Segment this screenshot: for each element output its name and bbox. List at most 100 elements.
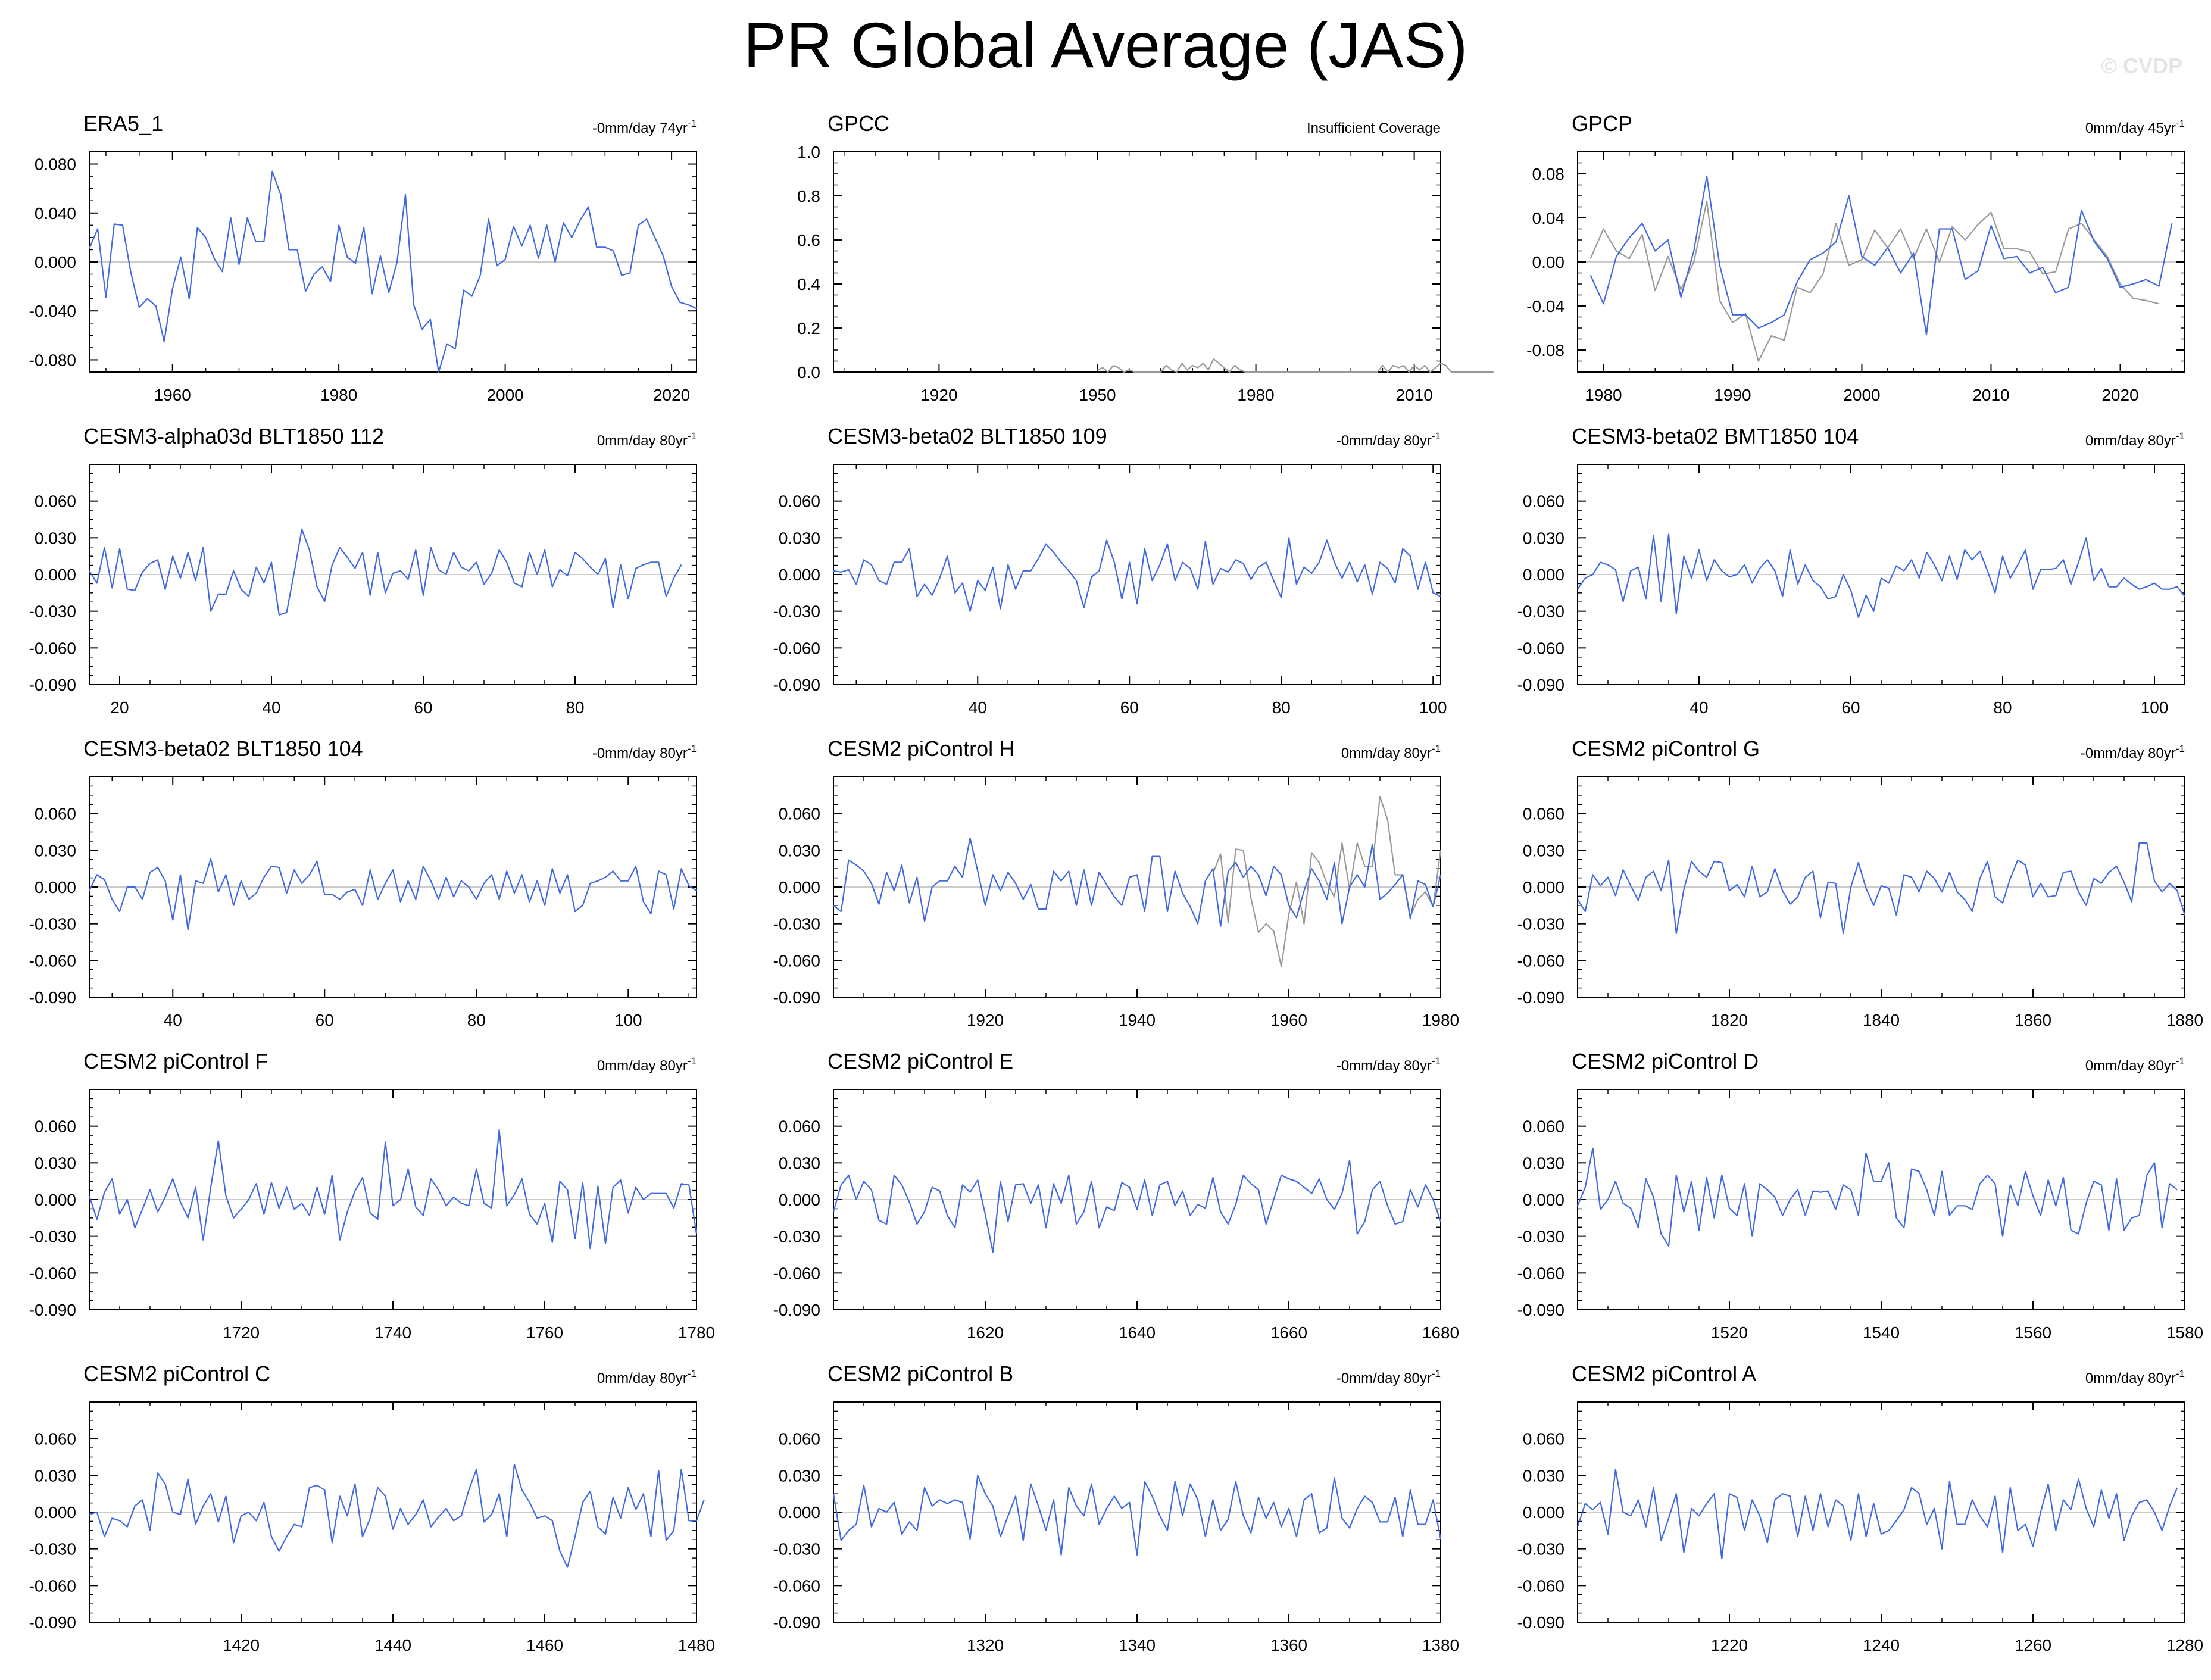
y-tick-label: 0.060 bbox=[35, 805, 76, 823]
series-line bbox=[1212, 795, 1442, 967]
x-tick-label: 2020 bbox=[2101, 386, 2138, 404]
chart-panel: CESM2 piControl D 0mm/day 80yr-1 0.060 0.03… bbox=[1517, 1049, 2204, 1342]
chart-panel: GPCP 0mm/day 45yr-1 0.08 0.04 0.00 -0.04 -0.08… bbox=[1526, 111, 2185, 404]
y-tick-label: -0.030 bbox=[773, 602, 820, 621]
y-tick-label: 0.030 bbox=[779, 1154, 820, 1172]
x-tick-label: 1520 bbox=[1711, 1323, 1748, 1342]
chart-panel: ERA5_1 -0mm/day 74yr-1 0.080 0.040 0.000 -0.0… bbox=[29, 111, 697, 404]
y-tick-label: 0.060 bbox=[779, 805, 820, 823]
panel-title: CESM3-beta02 BLT1850 109 bbox=[827, 424, 1107, 448]
y-tick-label: -0.090 bbox=[1517, 1613, 1564, 1632]
x-tick-label: 1780 bbox=[678, 1323, 715, 1342]
y-tick-label: -0.090 bbox=[1517, 1301, 1564, 1319]
x-tick-label: 60 bbox=[1120, 698, 1139, 717]
y-tick-label: -0.090 bbox=[773, 1613, 820, 1632]
x-tick-label: 100 bbox=[614, 1011, 642, 1029]
panel-title: CESM2 piControl H bbox=[827, 736, 1014, 761]
x-tick-label: 2020 bbox=[653, 386, 690, 404]
y-tick-label: 0.060 bbox=[35, 1430, 76, 1448]
y-tick-label: 0.060 bbox=[779, 1430, 820, 1448]
y-tick-label: -0.060 bbox=[773, 951, 820, 970]
x-tick-label: 40 bbox=[1690, 698, 1708, 717]
panel-title: CESM3-beta02 BMT1850 104 bbox=[1572, 424, 1859, 448]
x-tick-label: 80 bbox=[467, 1011, 486, 1029]
y-tick-label: 0.000 bbox=[779, 1191, 820, 1209]
y-tick-label: 0.0 bbox=[797, 363, 820, 382]
y-tick-label: 0.030 bbox=[1523, 841, 1564, 860]
y-tick-label: 0.030 bbox=[35, 841, 76, 860]
y-tick-label: -0.060 bbox=[1517, 951, 1564, 970]
y-tick-label: 0.000 bbox=[1523, 878, 1564, 897]
trend-label: -0mm/day 80yr-1 bbox=[2081, 743, 2185, 761]
x-tick-label: 1960 bbox=[1270, 1011, 1307, 1029]
x-tick-label: 100 bbox=[2141, 698, 2169, 717]
x-tick-label: 1760 bbox=[526, 1323, 563, 1342]
y-tick-label: -0.030 bbox=[29, 915, 76, 933]
chart-panel: CESM2 piControl A 0mm/day 80yr-1 0.060 0.03… bbox=[1517, 1362, 2204, 1654]
series-line bbox=[1589, 201, 2159, 362]
x-tick-label: 40 bbox=[262, 698, 280, 717]
y-tick-label: 0.000 bbox=[35, 253, 76, 271]
panel-title: CESM2 piControl B bbox=[827, 1362, 1013, 1386]
y-tick-label: 0.040 bbox=[35, 204, 76, 223]
series-line bbox=[832, 1160, 1442, 1253]
y-tick-label: 0.4 bbox=[797, 275, 820, 293]
y-tick-label: -0.030 bbox=[29, 602, 76, 621]
panel-title: CESM2 piControl G bbox=[1572, 736, 1760, 761]
y-tick-label: -0.090 bbox=[773, 988, 820, 1007]
x-tick-label: 1260 bbox=[2015, 1636, 2051, 1654]
y-tick-label: -0.090 bbox=[773, 1301, 820, 1319]
y-tick-label: 0.060 bbox=[1523, 805, 1564, 823]
panel-title: CESM3-beta02 BLT1850 104 bbox=[83, 736, 363, 761]
x-tick-label: 2010 bbox=[1972, 386, 2009, 404]
panel-title: CESM3-alpha03d BLT1850 112 bbox=[83, 424, 384, 448]
y-tick-label: -0.060 bbox=[29, 1576, 76, 1595]
y-tick-label: 0.030 bbox=[35, 1466, 76, 1485]
y-tick-label: -0.030 bbox=[1517, 1228, 1564, 1246]
x-tick-label: 1280 bbox=[2166, 1636, 2203, 1654]
chart-panel: CESM3-alpha03d BLT1850 112 0mm/day 80yr-1… bbox=[29, 424, 697, 717]
y-tick-label: 0.00 bbox=[1532, 253, 1565, 271]
y-tick-label: 0.030 bbox=[779, 529, 820, 547]
y-tick-label: -0.080 bbox=[29, 351, 76, 369]
x-tick-label: 2010 bbox=[1396, 386, 1433, 404]
y-tick-label: 0.000 bbox=[779, 1503, 820, 1522]
trend-label: 0mm/day 80yr-1 bbox=[2085, 1368, 2185, 1387]
x-tick-label: 1840 bbox=[1863, 1011, 1900, 1029]
y-tick-label: 0.030 bbox=[779, 1466, 820, 1485]
x-tick-label: 40 bbox=[969, 698, 987, 717]
x-tick-label: 1560 bbox=[2015, 1323, 2051, 1342]
x-tick-label: 1360 bbox=[1270, 1636, 1307, 1654]
y-tick-label: -0.030 bbox=[29, 1540, 76, 1559]
y-tick-label: 0.060 bbox=[35, 1117, 76, 1136]
x-tick-label: 1420 bbox=[223, 1636, 260, 1654]
y-tick-label: 0.030 bbox=[779, 841, 820, 860]
trend-label: -0mm/day 80yr-1 bbox=[1336, 1056, 1441, 1074]
y-tick-label: -0.090 bbox=[29, 988, 76, 1007]
x-tick-label: 80 bbox=[566, 698, 584, 717]
y-tick-label: 0.060 bbox=[1523, 1430, 1564, 1448]
x-tick-label: 1460 bbox=[526, 1636, 563, 1654]
series-line bbox=[832, 1475, 1442, 1556]
y-tick-label: -0.030 bbox=[1517, 1540, 1564, 1559]
trend-label: 0mm/day 80yr-1 bbox=[2085, 1056, 2185, 1074]
trend-label: -0mm/day 80yr-1 bbox=[1336, 430, 1441, 449]
x-tick-label: 1580 bbox=[2166, 1323, 2203, 1342]
x-tick-label: 80 bbox=[1993, 698, 2012, 717]
x-tick-label: 1660 bbox=[1270, 1323, 1307, 1342]
x-tick-label: 1980 bbox=[1585, 386, 1622, 404]
trend-label: -0mm/day 80yr-1 bbox=[1336, 1368, 1441, 1387]
y-tick-label: -0.090 bbox=[29, 1613, 76, 1632]
x-tick-label: 1980 bbox=[320, 386, 357, 404]
trend-label: -0mm/day 80yr-1 bbox=[592, 743, 697, 761]
chart-panel: CESM3-beta02 BLT1850 109 -0mm/day 80yr-1 0… bbox=[773, 424, 1447, 717]
y-tick-label: 0.000 bbox=[35, 566, 76, 584]
y-tick-label: 0.060 bbox=[779, 492, 820, 511]
y-tick-label: 0.000 bbox=[779, 878, 820, 897]
y-tick-label: -0.090 bbox=[1517, 988, 1564, 1007]
series-line bbox=[88, 170, 697, 373]
trend-label: 0mm/day 80yr-1 bbox=[1341, 743, 1441, 761]
y-tick-label: 0.04 bbox=[1532, 209, 1565, 227]
x-tick-label: 1860 bbox=[2015, 1011, 2051, 1029]
